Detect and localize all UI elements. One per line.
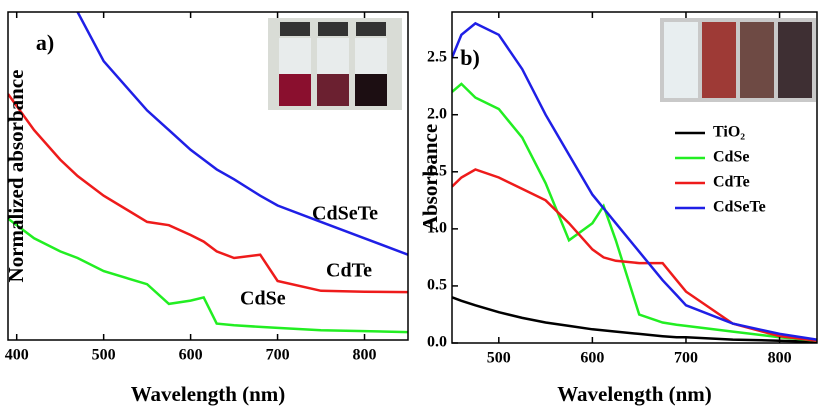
legend-label: CdSeTe <box>713 199 766 216</box>
x-tick-label: 400 <box>5 347 29 364</box>
series-label: CdTe <box>326 260 372 282</box>
inset-a <box>268 18 402 110</box>
film <box>702 22 736 98</box>
x-tick-label: 700 <box>674 350 698 367</box>
vial-liquid <box>355 74 387 106</box>
legend-label: CdSe <box>713 149 749 166</box>
vial-cap <box>356 22 386 36</box>
panel-label: b) <box>460 45 480 70</box>
x-axis-title: Wavelength (nm) <box>557 382 712 406</box>
y-tick-label: 2.5 <box>427 48 447 65</box>
panel-label: a) <box>36 30 54 55</box>
series-label: CdSe <box>240 288 286 310</box>
x-axis-title: Wavelength (nm) <box>131 382 286 406</box>
figure: 400 500 600 700 800 Wavelength (nm) Normalized… <box>0 0 818 410</box>
x-tick-label: 500 <box>487 350 511 367</box>
series-label: CdSeTe <box>312 203 378 225</box>
vial-cap <box>318 22 348 36</box>
vial-liquid <box>317 74 349 106</box>
legend-label: CdTe <box>713 174 750 191</box>
vial-cap <box>280 22 310 36</box>
y-tick-label: 2.0 <box>427 105 447 122</box>
film <box>778 22 812 98</box>
y-tick-label: 0.0 <box>427 334 447 351</box>
x-tick-label: 700 <box>266 347 290 364</box>
x-tick-label: 800 <box>353 347 377 364</box>
x-tick-label: 500 <box>92 347 116 364</box>
y-axis-title: Absorbance <box>418 124 442 231</box>
film <box>740 22 774 98</box>
legend-label: TiO₂ <box>713 124 745 141</box>
inset-b <box>660 18 816 102</box>
y-axis-title: Normalized absorbance <box>4 70 28 283</box>
x-tick-label: 600 <box>580 350 604 367</box>
x-tick-label: 800 <box>768 350 792 367</box>
x-tick-label: 600 <box>179 347 203 364</box>
vial-liquid <box>279 74 311 106</box>
y-tick-label: 0.5 <box>427 277 447 294</box>
film <box>664 22 698 98</box>
